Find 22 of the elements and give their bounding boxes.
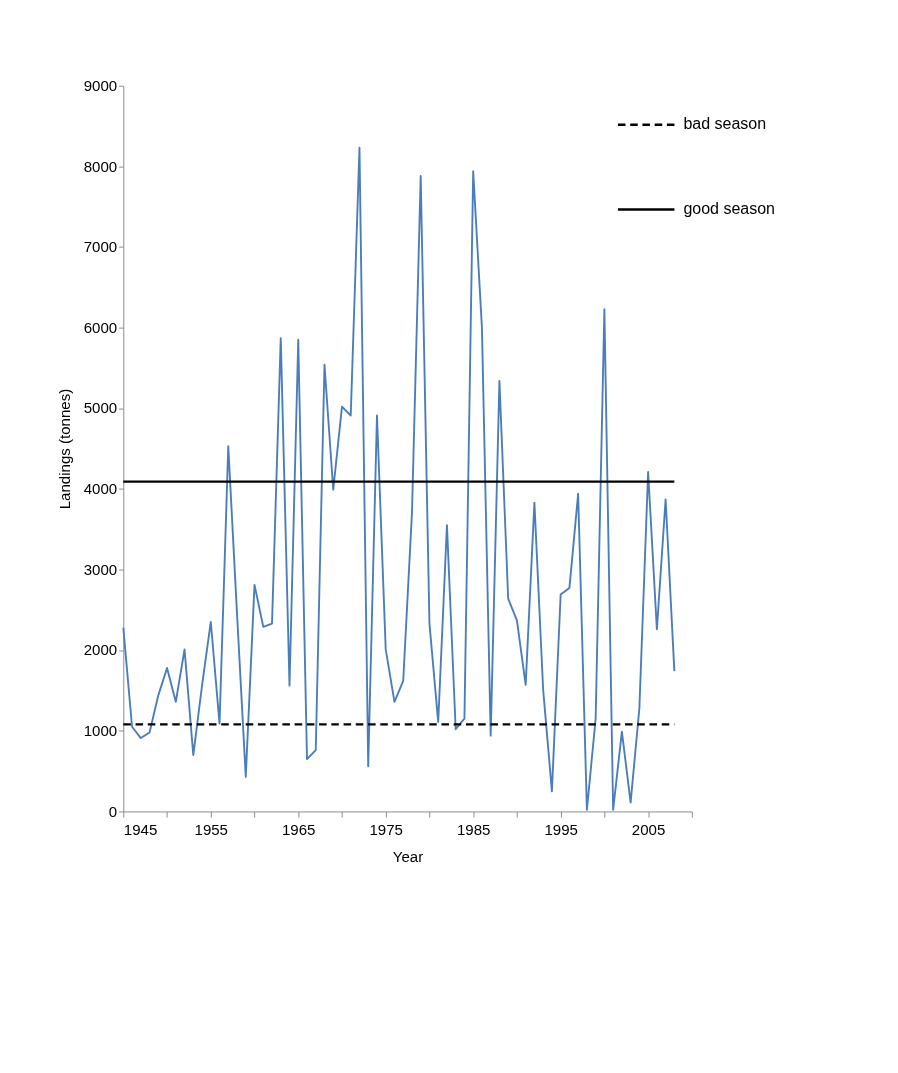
- legend-label: bad season: [683, 115, 767, 133]
- x-tick-label: 1995: [544, 821, 578, 839]
- y-tick-label: 2000: [83, 641, 118, 659]
- y-tick-label: 0: [108, 802, 118, 820]
- x-axis-title: Year: [392, 847, 424, 865]
- y-tick-label: 7000: [83, 238, 118, 256]
- x-tick-label: 1955: [194, 821, 228, 839]
- y-tick-label: 9000: [83, 76, 118, 94]
- x-tick-label: 1975: [369, 821, 403, 839]
- x-tick-label: 2005: [631, 821, 666, 839]
- y-axis-title: Landings (tonnes): [55, 388, 73, 510]
- legend-label: good season: [683, 200, 776, 218]
- x-tick-label: 1945: [123, 821, 158, 839]
- line-series: [122, 146, 676, 811]
- y-tick-label: 8000: [83, 157, 118, 175]
- x-tick-label: 1965: [281, 821, 316, 839]
- y-tick-label: 3000: [83, 560, 118, 578]
- x-tick-label: 1985: [456, 821, 491, 839]
- y-tick-label: 1000: [83, 722, 118, 739]
- y-tick-label: 6000: [83, 318, 118, 336]
- y-tick-label: 4000: [83, 480, 118, 498]
- y-tick-label: 5000: [83, 399, 118, 417]
